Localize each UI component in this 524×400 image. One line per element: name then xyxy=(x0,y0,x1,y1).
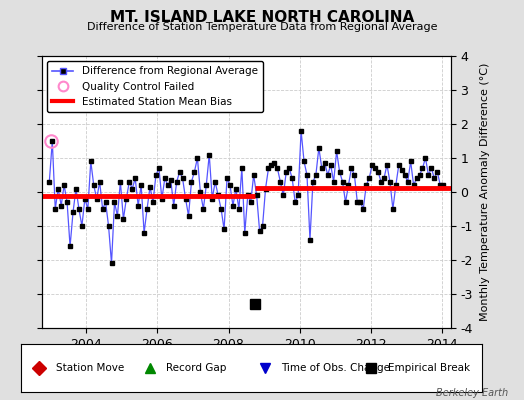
Text: Berkeley Earth: Berkeley Earth xyxy=(436,388,508,398)
Text: Station Move: Station Move xyxy=(56,363,124,373)
Legend: Difference from Regional Average, Quality Control Failed, Estimated Station Mean: Difference from Regional Average, Qualit… xyxy=(47,61,263,112)
Text: Empirical Break: Empirical Break xyxy=(388,363,470,373)
Text: MT. ISLAND LAKE NORTH CAROLINA: MT. ISLAND LAKE NORTH CAROLINA xyxy=(110,10,414,25)
Text: Time of Obs. Change: Time of Obs. Change xyxy=(281,363,390,373)
Text: Record Gap: Record Gap xyxy=(166,363,226,373)
Y-axis label: Monthly Temperature Anomaly Difference (°C): Monthly Temperature Anomaly Difference (… xyxy=(479,63,490,321)
Text: Difference of Station Temperature Data from Regional Average: Difference of Station Temperature Data f… xyxy=(87,22,437,32)
